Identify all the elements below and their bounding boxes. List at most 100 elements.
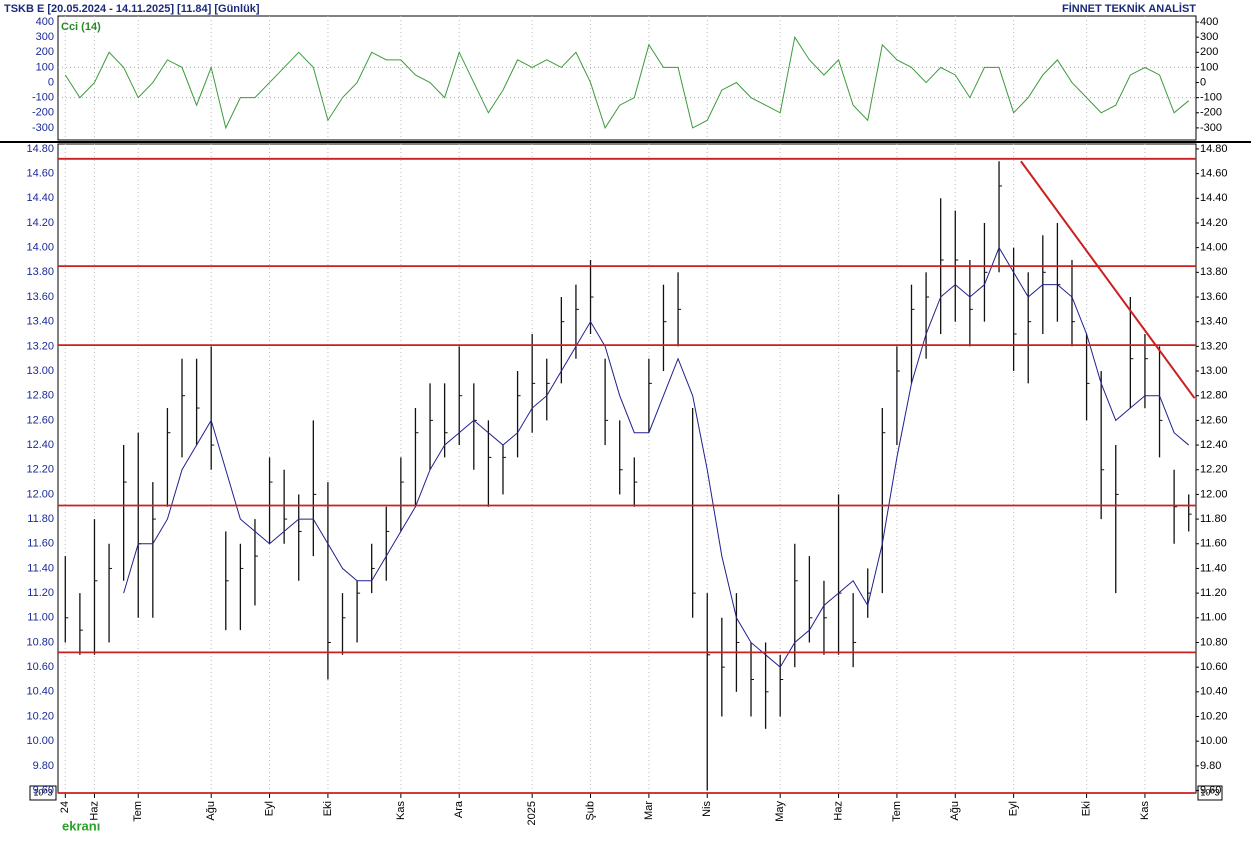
scale-note: 10^3 — [1200, 787, 1219, 797]
y-tick-label: 10.20 — [1200, 710, 1228, 722]
x-tick-label: Kas — [395, 801, 407, 820]
y-tick-label: 14.40 — [1200, 192, 1228, 204]
x-tick-label: Tem — [891, 801, 903, 822]
y-tick-label: 14.40 — [26, 192, 54, 204]
x-tick-label: Nis — [701, 801, 713, 817]
scale-box — [29, 785, 57, 801]
y-tick-label: 400 — [36, 16, 54, 28]
indicator-label: Cci (14) — [61, 21, 101, 33]
y-tick-label: -200 — [1200, 107, 1222, 119]
y-tick-label: 12.40 — [26, 439, 54, 451]
scale-box — [1197, 785, 1223, 801]
y-tick-label: 14.20 — [26, 217, 54, 229]
y-tick-label: 13.40 — [1200, 316, 1228, 328]
logo: ekranı — [62, 818, 100, 833]
x-tick-label: Haz — [832, 801, 844, 821]
cci-frame — [57, 15, 1197, 141]
trendline — [1020, 160, 1196, 399]
chart-header: TSKB E [20.05.2024 - 14.11.2025] [11.84]… — [4, 3, 260, 15]
y-tick-label: 13.80 — [26, 266, 54, 278]
y-tick-label: 11.00 — [27, 612, 54, 624]
y-tick-label: 12.80 — [26, 390, 54, 402]
y-tick-label: 9.80 — [1200, 760, 1221, 772]
y-tick-label: 11.40 — [1200, 562, 1227, 574]
y-tick-label: 14.00 — [26, 242, 54, 254]
y-tick-label: 11.20 — [1200, 587, 1227, 599]
y-tick-label: 0 — [48, 76, 54, 88]
y-tick-label: 10.00 — [1200, 735, 1228, 747]
y-tick-label: 11.80 — [1200, 513, 1227, 525]
y-tick-label: 13.60 — [26, 291, 54, 303]
y-tick-label: 200 — [36, 46, 54, 58]
y-tick-label: 9.60 — [1200, 784, 1221, 796]
y-tick-label: 14.00 — [1200, 242, 1228, 254]
y-tick-label: 12.80 — [1200, 390, 1228, 402]
x-tick-label: Eyl — [263, 801, 275, 816]
y-tick-label: 14.60 — [1200, 168, 1228, 180]
y-tick-label: 100 — [36, 61, 54, 73]
y-tick-label: 12.00 — [26, 488, 54, 500]
y-tick-label: -100 — [32, 92, 54, 104]
y-tick-label: 300 — [1200, 31, 1218, 43]
x-tick-label: 2025 — [526, 801, 538, 825]
y-tick-label: -300 — [32, 122, 54, 134]
y-tick-label: 13.80 — [1200, 266, 1228, 278]
y-tick-label: 400 — [1200, 16, 1218, 28]
moving-average — [123, 246, 1190, 668]
y-tick-label: 14.60 — [26, 168, 54, 180]
y-tick-label: 11.80 — [27, 513, 54, 525]
y-tick-label: -300 — [1200, 122, 1222, 134]
y-tick-label: 13.00 — [26, 365, 54, 377]
y-tick-label: 14.20 — [1200, 217, 1228, 229]
x-tick-label: Ağu — [205, 801, 217, 821]
y-tick-label: 12.60 — [26, 414, 54, 426]
y-tick-label: 11.00 — [1200, 612, 1227, 624]
y-tick-label: 10.20 — [26, 710, 54, 722]
y-tick-label: 10.60 — [26, 661, 54, 673]
y-tick-label: 9.80 — [33, 760, 54, 772]
y-tick-label: -100 — [1200, 92, 1222, 104]
y-tick-label: 200 — [1200, 46, 1218, 58]
cci-line — [64, 35, 1190, 130]
y-tick-label: 9.60 — [33, 784, 54, 796]
x-tick-label: Şub — [584, 801, 596, 821]
y-tick-label: 300 — [36, 31, 54, 43]
y-tick-label: 13.20 — [1200, 340, 1228, 352]
y-tick-label: 10.40 — [26, 686, 54, 698]
y-tick-label: -200 — [32, 107, 54, 119]
x-tick-label: 24 — [59, 801, 71, 813]
y-tick-label: 100 — [1200, 61, 1218, 73]
y-tick-label: 11.40 — [27, 562, 54, 574]
y-tick-label: 13.00 — [1200, 365, 1228, 377]
y-tick-label: 12.60 — [1200, 414, 1228, 426]
y-tick-label: 10.80 — [26, 636, 54, 648]
y-tick-label: 14.80 — [1200, 143, 1228, 155]
x-tick-label: Ara — [453, 800, 465, 818]
x-tick-label: Eki — [1080, 801, 1092, 816]
y-tick-label: 12.00 — [1200, 488, 1228, 500]
x-tick-label: Eki — [322, 801, 334, 816]
y-tick-label: 12.20 — [1200, 464, 1228, 476]
y-tick-label: 12.40 — [1200, 439, 1228, 451]
y-tick-label: 11.20 — [27, 587, 54, 599]
y-tick-label: 14.80 — [26, 143, 54, 155]
y-tick-label: 0 — [1200, 76, 1206, 88]
y-tick-label: 12.20 — [26, 464, 54, 476]
y-tick-label: 13.40 — [26, 316, 54, 328]
y-tick-label: 10.60 — [1200, 661, 1228, 673]
y-tick-label: 11.60 — [27, 538, 54, 550]
x-tick-label: Mar — [643, 801, 655, 820]
y-tick-label: 13.60 — [1200, 291, 1228, 303]
x-tick-label: Kas — [1139, 801, 1151, 820]
brand: FİNNET TEKNİK ANALİST — [1062, 2, 1196, 15]
y-tick-label: 13.20 — [26, 340, 54, 352]
x-tick-label: Eyl — [1008, 801, 1020, 816]
x-tick-label: May — [774, 801, 786, 822]
y-tick-label: 10.80 — [1200, 636, 1228, 648]
scale-note: 10^3 — [33, 787, 52, 797]
y-tick-label: 10.00 — [26, 735, 54, 747]
y-tick-label: 11.60 — [1200, 538, 1227, 550]
x-tick-label: Ağu — [949, 801, 961, 821]
